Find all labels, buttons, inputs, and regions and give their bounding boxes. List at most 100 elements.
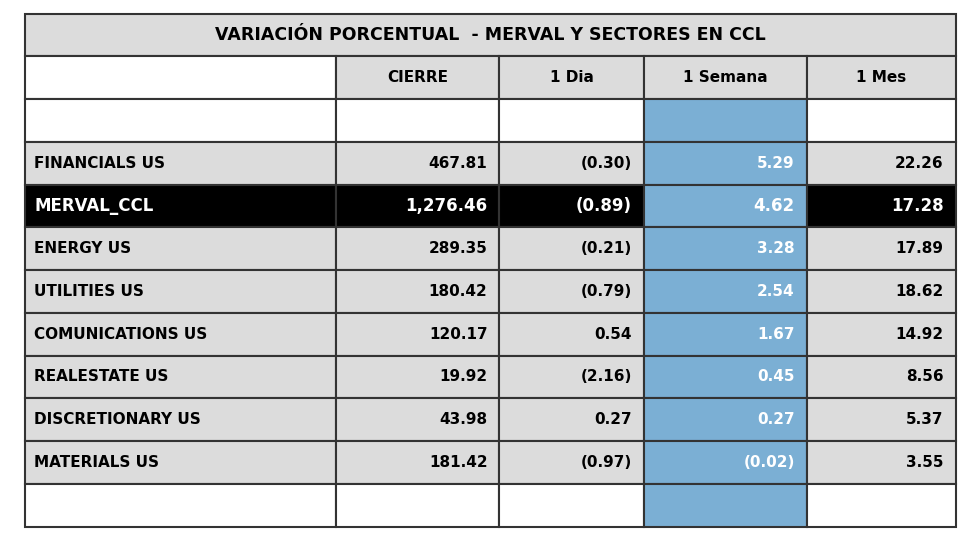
Text: 22.26: 22.26 — [895, 156, 944, 171]
Bar — [499, 141, 644, 185]
Text: (0.30): (0.30) — [580, 156, 632, 171]
Text: 43.98: 43.98 — [439, 412, 487, 427]
Text: COMUNICATIONS US: COMUNICATIONS US — [34, 327, 208, 342]
Bar — [807, 399, 956, 441]
Bar — [24, 399, 336, 441]
Text: 14.92: 14.92 — [896, 327, 944, 342]
Text: MERVAL_CCL: MERVAL_CCL — [34, 197, 154, 215]
Text: 18.62: 18.62 — [896, 284, 944, 299]
Bar — [807, 227, 956, 270]
Bar — [807, 185, 956, 227]
Text: (0.02): (0.02) — [744, 455, 795, 470]
Text: 17.89: 17.89 — [896, 241, 944, 256]
Bar — [644, 227, 807, 270]
Bar — [336, 399, 499, 441]
Text: 1 Mes: 1 Mes — [856, 70, 906, 85]
Bar — [807, 484, 956, 526]
Bar — [336, 99, 499, 141]
Bar — [24, 99, 336, 141]
Text: 1 Dia: 1 Dia — [550, 70, 594, 85]
Bar — [24, 484, 336, 526]
Text: 3.28: 3.28 — [758, 241, 795, 256]
Bar — [336, 484, 499, 526]
Bar — [336, 56, 499, 99]
Bar — [499, 227, 644, 270]
Bar — [24, 14, 956, 56]
Bar — [499, 441, 644, 484]
Bar — [499, 56, 644, 99]
Bar — [499, 313, 644, 355]
Bar — [499, 484, 644, 526]
Bar — [24, 355, 336, 398]
Text: 467.81: 467.81 — [429, 156, 487, 171]
Text: 2.54: 2.54 — [758, 284, 795, 299]
Text: (0.21): (0.21) — [580, 241, 632, 256]
Bar — [499, 399, 644, 441]
Text: DISCRETIONARY US: DISCRETIONARY US — [34, 412, 201, 427]
Text: UTILITIES US: UTILITIES US — [34, 284, 144, 299]
Bar — [807, 270, 956, 313]
Bar — [644, 399, 807, 441]
Text: 17.28: 17.28 — [891, 197, 944, 215]
Text: 8.56: 8.56 — [906, 369, 944, 384]
Bar — [807, 141, 956, 185]
Text: 1.67: 1.67 — [758, 327, 795, 342]
Bar — [807, 99, 956, 141]
Text: 5.29: 5.29 — [758, 156, 795, 171]
Text: MATERIALS US: MATERIALS US — [34, 455, 160, 470]
Bar — [807, 313, 956, 355]
Bar — [807, 56, 956, 99]
Text: FINANCIALS US: FINANCIALS US — [34, 156, 166, 171]
Bar — [336, 270, 499, 313]
Bar — [336, 141, 499, 185]
Text: CIERRE: CIERRE — [387, 70, 448, 85]
Bar — [499, 355, 644, 398]
Bar — [644, 185, 807, 227]
Bar — [644, 270, 807, 313]
Text: 120.17: 120.17 — [429, 327, 487, 342]
Text: 180.42: 180.42 — [429, 284, 487, 299]
Bar — [336, 185, 499, 227]
Bar — [644, 313, 807, 355]
Bar — [644, 99, 807, 141]
Bar — [24, 313, 336, 355]
Text: REALESTATE US: REALESTATE US — [34, 369, 169, 384]
Bar — [644, 56, 807, 99]
Text: VARIACIÓN PORCENTUAL  - MERVAL Y SECTORES EN CCL: VARIACIÓN PORCENTUAL - MERVAL Y SECTORES… — [215, 26, 765, 44]
Text: 181.42: 181.42 — [429, 455, 487, 470]
Text: (0.79): (0.79) — [580, 284, 632, 299]
Bar — [24, 185, 336, 227]
Bar — [336, 227, 499, 270]
Text: (0.97): (0.97) — [580, 455, 632, 470]
Bar — [499, 185, 644, 227]
Text: 3.55: 3.55 — [906, 455, 944, 470]
Text: 0.54: 0.54 — [594, 327, 632, 342]
Bar — [807, 441, 956, 484]
Text: (2.16): (2.16) — [580, 369, 632, 384]
Text: 1,276.46: 1,276.46 — [406, 197, 487, 215]
Text: 289.35: 289.35 — [428, 241, 487, 256]
Text: 0.45: 0.45 — [758, 369, 795, 384]
Text: ENERGY US: ENERGY US — [34, 241, 131, 256]
Text: 0.27: 0.27 — [758, 412, 795, 427]
Bar — [24, 441, 336, 484]
Bar — [336, 313, 499, 355]
Text: 5.37: 5.37 — [906, 412, 944, 427]
Bar — [336, 355, 499, 398]
Bar — [24, 270, 336, 313]
Text: (0.89): (0.89) — [576, 197, 632, 215]
Text: 1 Semana: 1 Semana — [683, 70, 767, 85]
Bar — [807, 355, 956, 398]
Bar — [644, 484, 807, 526]
Bar — [499, 99, 644, 141]
Bar — [24, 56, 336, 99]
Text: 0.27: 0.27 — [594, 412, 632, 427]
Bar — [336, 441, 499, 484]
Text: 19.92: 19.92 — [439, 369, 487, 384]
Bar — [24, 227, 336, 270]
Bar — [644, 355, 807, 398]
Bar — [644, 441, 807, 484]
Bar — [24, 141, 336, 185]
Bar — [644, 141, 807, 185]
Bar — [499, 270, 644, 313]
